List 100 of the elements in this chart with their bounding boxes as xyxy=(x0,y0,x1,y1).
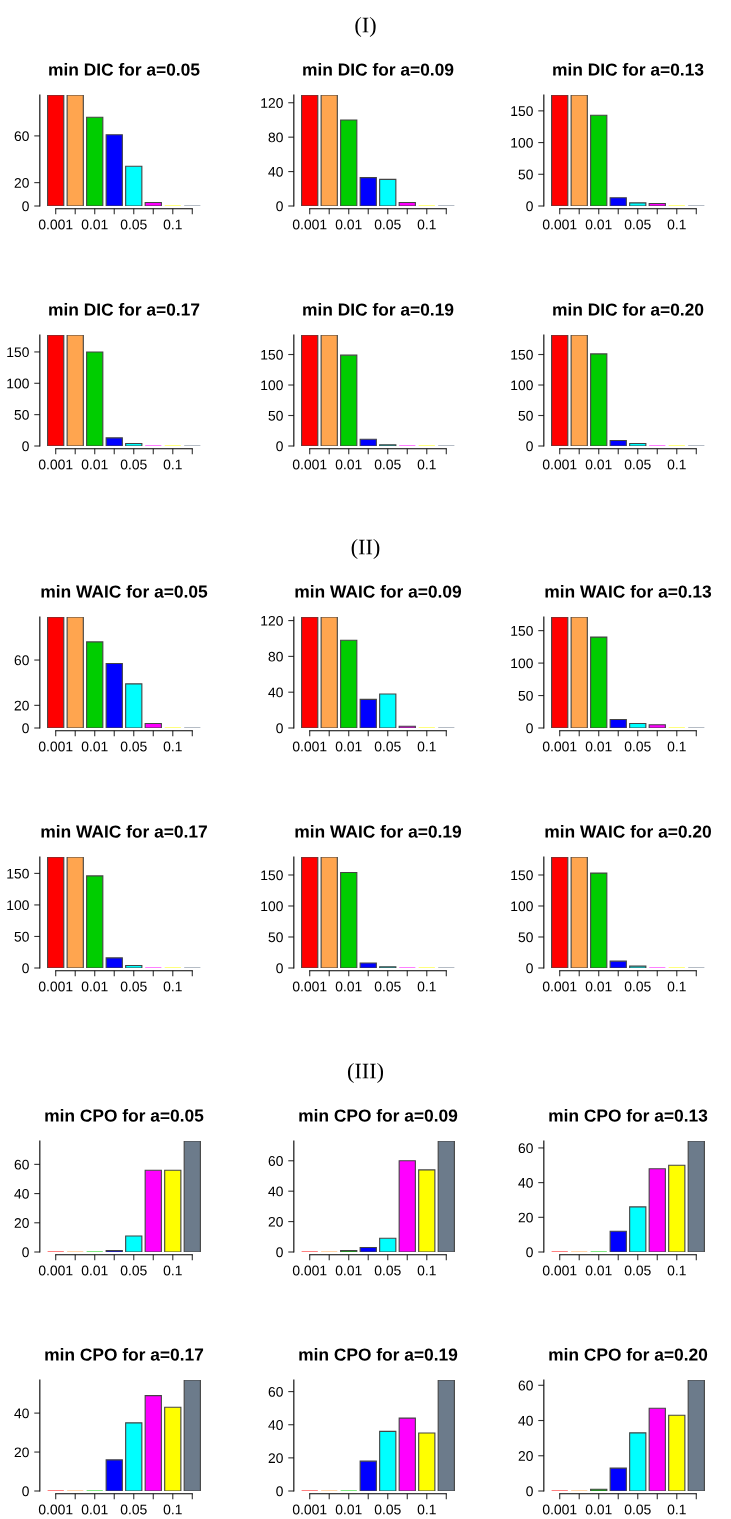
x-tick-label: 0.01 xyxy=(81,1265,108,1276)
x-tick-label: 0.001 xyxy=(292,1265,327,1276)
x-tick-label: 0.1 xyxy=(667,741,686,752)
chart-title: min DIC for a=0.20 xyxy=(553,302,704,316)
y-tick-label: 60 xyxy=(14,131,29,142)
y-tick-label: 40 xyxy=(268,166,283,177)
chart-title: min CPO for a=0.05 xyxy=(45,1108,204,1122)
x-tick-label: 0.01 xyxy=(81,741,108,752)
y-tick-label: 50 xyxy=(14,931,29,942)
y-tick-label: 60 xyxy=(268,1156,283,1166)
y-tick-label: 60 xyxy=(518,1143,533,1154)
x-tick-label: 0.01 xyxy=(81,459,108,470)
y-tick-label: 0 xyxy=(22,1486,29,1497)
y-tick-label: 20 xyxy=(518,1451,533,1461)
y-tick-label: 150 xyxy=(511,870,533,881)
x-tick-label: 0.01 xyxy=(335,459,362,470)
x-tick-label: 0.001 xyxy=(542,1504,577,1515)
x-tick-label: 0.05 xyxy=(624,741,651,752)
x-tick-label: 0.05 xyxy=(374,741,401,752)
chart-title: min WAIC for a=0.19 xyxy=(295,824,462,838)
y-tick-label: 0 xyxy=(276,201,283,212)
x-tick-label: 0.001 xyxy=(38,741,73,752)
x-tick-label: 0.05 xyxy=(374,981,401,992)
x-tick-label: 0.1 xyxy=(667,1504,686,1515)
x-tick-label: 0.1 xyxy=(163,459,182,470)
y-tick-label: 40 xyxy=(268,1186,283,1197)
x-tick-label: 0.001 xyxy=(542,459,577,470)
y-tick-label: 0 xyxy=(276,963,283,974)
x-tick-label: 0.05 xyxy=(120,459,147,470)
y-tick-label: 0 xyxy=(276,723,283,734)
y-tick-label: 40 xyxy=(14,1408,29,1419)
y-tick-label: 100 xyxy=(261,380,283,391)
x-tick-label: 0.05 xyxy=(624,219,651,230)
x-tick-label: 0.001 xyxy=(292,219,327,230)
y-tick-label: 120 xyxy=(261,615,283,626)
y-tick-label: 50 xyxy=(518,932,533,943)
x-tick-label: 0.01 xyxy=(335,1265,362,1276)
y-tick-label: 0 xyxy=(22,1247,29,1258)
y-tick-label: 100 xyxy=(7,900,29,911)
chart-title: min CPO for a=0.19 xyxy=(299,1347,458,1361)
chart-title: min DIC for a=0.17 xyxy=(49,302,200,316)
chart-title: min DIC for a=0.05 xyxy=(49,62,200,76)
y-tick-label: 40 xyxy=(518,1415,533,1426)
y-tick-label: 0 xyxy=(22,723,29,734)
x-tick-label: 0.05 xyxy=(374,459,401,470)
y-tick-label: 0 xyxy=(526,441,533,452)
y-tick-label: 50 xyxy=(268,410,283,421)
y-tick-label: 20 xyxy=(14,1447,29,1458)
chart-title: min CPO for a=0.13 xyxy=(549,1108,708,1122)
x-tick-label: 0.1 xyxy=(667,981,686,992)
y-tick-label: 100 xyxy=(511,137,533,148)
chart-title: min WAIC for a=0.09 xyxy=(295,584,462,598)
x-tick-label: 0.01 xyxy=(335,1504,362,1515)
x-tick-label: 0.1 xyxy=(417,219,436,230)
x-tick-label: 0.1 xyxy=(163,219,182,230)
x-tick-label: 0.1 xyxy=(417,1504,436,1515)
x-tick-label: 0.05 xyxy=(374,219,401,230)
x-tick-label: 0.05 xyxy=(624,459,651,470)
y-tick-label: 20 xyxy=(14,1218,29,1228)
y-tick-label: 0 xyxy=(22,441,29,452)
y-tick-label: 100 xyxy=(511,380,533,391)
y-tick-label: 0 xyxy=(526,963,533,974)
chart-title: min CPO for a=0.17 xyxy=(45,1347,204,1361)
x-tick-label: 0.1 xyxy=(667,1265,686,1276)
x-tick-label: 0.001 xyxy=(542,1265,577,1276)
y-tick-label: 150 xyxy=(511,106,533,117)
y-tick-label: 0 xyxy=(22,201,29,212)
x-tick-label: 0.01 xyxy=(585,981,612,992)
chart-title: min WAIC for a=0.17 xyxy=(41,824,207,838)
y-tick-label: 0 xyxy=(22,963,29,974)
x-tick-label: 0.05 xyxy=(120,1504,147,1515)
y-tick-label: 80 xyxy=(268,132,283,143)
x-tick-label: 0.001 xyxy=(38,981,73,992)
y-tick-label: 100 xyxy=(261,901,283,912)
y-tick-label: 20 xyxy=(268,1453,283,1464)
x-tick-label: 0.001 xyxy=(542,981,577,992)
x-tick-label: 0.001 xyxy=(292,741,327,752)
chart-title: min WAIC for a=0.13 xyxy=(545,584,712,598)
chart-title: min CPO for a=0.20 xyxy=(549,1347,708,1361)
x-tick-label: 0.05 xyxy=(624,981,651,992)
y-tick-label: 40 xyxy=(518,1177,533,1188)
y-tick-label: 50 xyxy=(518,169,533,180)
chart-title: min WAIC for a=0.20 xyxy=(545,824,711,838)
x-tick-label: 0.05 xyxy=(374,1504,401,1515)
y-tick-label: 20 xyxy=(14,177,29,188)
x-tick-label: 0.05 xyxy=(624,1504,651,1515)
x-tick-label: 0.01 xyxy=(585,219,612,230)
x-tick-label: 0.01 xyxy=(585,1504,612,1515)
x-tick-label: 0.01 xyxy=(585,741,612,752)
text: (II) xyxy=(351,538,380,560)
y-tick-label: 60 xyxy=(268,1386,283,1397)
y-tick-label: 150 xyxy=(261,870,283,881)
y-tick-label: 150 xyxy=(7,347,29,358)
x-tick-label: 0.001 xyxy=(38,219,73,230)
chart-title: min CPO for a=0.09 xyxy=(299,1108,458,1122)
y-tick-label: 0 xyxy=(526,1247,533,1258)
y-tick-label: 150 xyxy=(511,349,533,360)
x-tick-label: 0.001 xyxy=(292,981,327,992)
y-tick-label: 50 xyxy=(518,410,533,421)
y-tick-label: 0 xyxy=(276,441,283,452)
